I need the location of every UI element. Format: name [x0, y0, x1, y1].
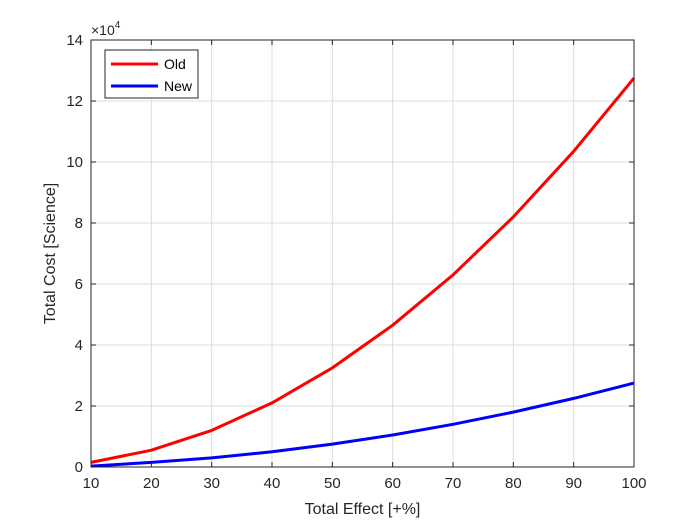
legend-box	[104, 49, 199, 99]
y-axis-exponent: ×104	[91, 20, 121, 38]
x-tick-label: 20	[143, 475, 160, 492]
y-tick-label: 8	[75, 215, 83, 232]
series-lines	[90, 77, 636, 468]
y-tick-label: 2	[75, 398, 83, 415]
plot-frame	[90, 39, 635, 468]
exponent-power: 4	[115, 20, 121, 31]
y-tick-label: 10	[66, 154, 83, 171]
x-axis-label: Total Effect [+%]	[305, 501, 421, 518]
legend-entry-new: New	[164, 78, 193, 94]
y-tick-label: 6	[75, 276, 83, 293]
x-tick-label: 30	[203, 475, 220, 492]
x-tick-label: 70	[445, 475, 462, 492]
x-tick-label: 90	[565, 475, 582, 492]
y-tick-label: 0	[75, 459, 83, 476]
x-tick-label: 100	[621, 475, 646, 492]
exponent-base: ×10	[91, 22, 115, 38]
plot-area	[91, 40, 634, 467]
legend: Old New	[104, 49, 199, 99]
y-tick-label: 4	[75, 337, 83, 354]
legend-entry-old: Old	[164, 56, 186, 72]
x-tick-label: 80	[505, 475, 522, 492]
y-axis-label: Total Cost [Science]	[42, 183, 59, 324]
y-tick-label: 14	[66, 32, 83, 49]
y-tick-label: 12	[66, 93, 83, 110]
series-line-new	[90, 381, 635, 468]
x-tick-label: 60	[384, 475, 401, 492]
x-tick-label: 50	[324, 475, 341, 492]
series-line-old	[90, 77, 636, 464]
x-tick-label: 40	[264, 475, 281, 492]
x-tick-label: 10	[83, 475, 100, 492]
ticks: 10 20 30 40 50 60 70 80 90 100 0 2 4 6 8 10 12 14	[66, 32, 646, 492]
